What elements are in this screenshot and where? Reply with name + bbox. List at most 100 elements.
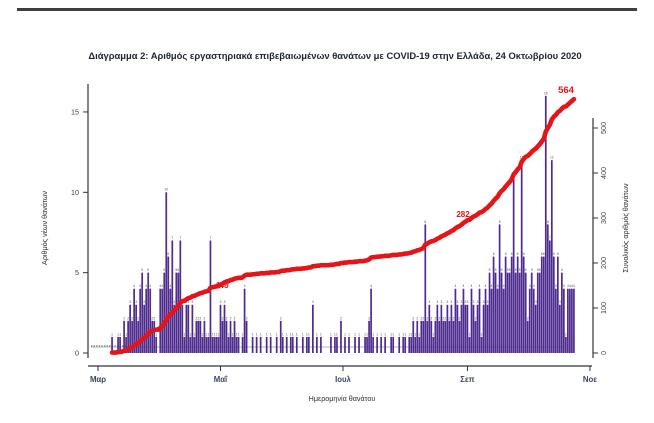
bar bbox=[462, 288, 465, 353]
bar bbox=[229, 320, 232, 353]
bar-label: 1 bbox=[242, 332, 244, 336]
bar-label: 1 bbox=[270, 332, 272, 336]
bar bbox=[444, 320, 447, 353]
bar bbox=[289, 336, 292, 353]
bar bbox=[516, 256, 519, 353]
bar bbox=[561, 272, 563, 353]
bar bbox=[476, 304, 479, 353]
bar bbox=[133, 288, 135, 353]
bar bbox=[504, 256, 507, 353]
bar-label: 2 bbox=[426, 316, 428, 320]
bar-label: 2 bbox=[226, 316, 228, 320]
bar-label: 4 bbox=[571, 284, 573, 288]
bar-label: 5 bbox=[489, 268, 491, 272]
bar-label: 5 bbox=[537, 268, 539, 272]
bar-label: 1 bbox=[316, 332, 318, 336]
bar-label: 5 bbox=[495, 268, 497, 272]
bar-label: 1 bbox=[238, 332, 240, 336]
bar bbox=[295, 336, 298, 353]
bar-label: 2 bbox=[137, 316, 139, 320]
y-left-axis-title: Αριθμός νέων θανάτων bbox=[40, 191, 49, 265]
bar bbox=[340, 320, 342, 353]
bar-label: 4 bbox=[159, 284, 161, 288]
bar-label: 1 bbox=[404, 332, 406, 336]
bar bbox=[376, 336, 378, 353]
bar bbox=[436, 304, 439, 353]
bar bbox=[571, 288, 573, 353]
bar bbox=[207, 336, 210, 353]
bar bbox=[490, 288, 493, 353]
bar bbox=[550, 160, 553, 353]
bar-label: 3 bbox=[461, 300, 463, 304]
bar bbox=[177, 272, 180, 353]
bar bbox=[219, 304, 222, 353]
bar-label: 1 bbox=[193, 332, 195, 336]
bar-label: 2 bbox=[204, 316, 206, 320]
bar bbox=[305, 336, 308, 353]
bar bbox=[193, 336, 196, 353]
bar-label: 4 bbox=[145, 284, 147, 288]
bar-label: 2 bbox=[127, 316, 129, 320]
bar bbox=[161, 288, 164, 353]
bar bbox=[245, 320, 248, 353]
y-right-tick-label: 200 bbox=[599, 257, 608, 269]
bar bbox=[209, 240, 212, 353]
x-tick-label: Μαΐ bbox=[214, 375, 228, 384]
bar-label: 1 bbox=[306, 332, 308, 336]
bar-label: 2 bbox=[340, 316, 342, 320]
bar-label: 8 bbox=[499, 220, 501, 224]
bar-label: 5 bbox=[163, 268, 165, 272]
bar-label: 1 bbox=[208, 332, 210, 336]
bar-label: 1 bbox=[286, 332, 288, 336]
bar bbox=[524, 272, 527, 353]
bar-label: 2 bbox=[200, 316, 202, 320]
bar-label: 1 bbox=[364, 332, 366, 336]
bar bbox=[137, 320, 140, 353]
chart-title: Διάγραμμα 2: Αριθμός εργαστηριακά επιβεβ… bbox=[88, 50, 582, 61]
bar-label: 7 bbox=[171, 236, 173, 240]
bar bbox=[358, 336, 360, 353]
bar bbox=[482, 304, 485, 353]
bar-label: 4 bbox=[533, 284, 535, 288]
bar bbox=[520, 160, 523, 353]
bar-label: 6 bbox=[553, 252, 555, 256]
bar-label: 1 bbox=[202, 332, 204, 336]
bar-label: 1 bbox=[218, 332, 220, 336]
bar bbox=[259, 336, 262, 353]
bar-label: 3 bbox=[487, 300, 489, 304]
bar-label: 3 bbox=[440, 300, 442, 304]
bar bbox=[512, 176, 515, 353]
bar-label: 1 bbox=[414, 332, 416, 336]
bar-label: 7 bbox=[210, 236, 212, 240]
bar-label: 2 bbox=[422, 316, 424, 320]
bar-label: 1 bbox=[402, 332, 404, 336]
bar bbox=[275, 336, 278, 353]
bar bbox=[518, 272, 521, 353]
bar-label: 5 bbox=[507, 268, 509, 272]
bar bbox=[145, 288, 148, 353]
bar-label: 2 bbox=[420, 316, 422, 320]
bar-label: 4 bbox=[563, 284, 565, 288]
bar bbox=[312, 304, 314, 353]
bar bbox=[563, 288, 565, 353]
bar-label: 1 bbox=[189, 332, 191, 336]
bar-label: 4 bbox=[169, 284, 171, 288]
bar-label: 2 bbox=[434, 316, 436, 320]
bar-label: 1 bbox=[384, 332, 386, 336]
bar-label: 1 bbox=[216, 332, 218, 336]
bar bbox=[203, 320, 206, 353]
bar-label: 2 bbox=[234, 316, 236, 320]
bar-label: 8 bbox=[424, 220, 426, 224]
daily-deaths-bars bbox=[111, 95, 575, 353]
bar-label: 1 bbox=[292, 332, 294, 336]
bar bbox=[408, 336, 411, 353]
bar-label: 2 bbox=[459, 316, 461, 320]
bar bbox=[384, 336, 386, 353]
bar bbox=[169, 288, 172, 353]
bar bbox=[171, 240, 174, 353]
bar bbox=[452, 320, 455, 353]
bar bbox=[434, 320, 437, 353]
bar-label: 3 bbox=[428, 300, 430, 304]
